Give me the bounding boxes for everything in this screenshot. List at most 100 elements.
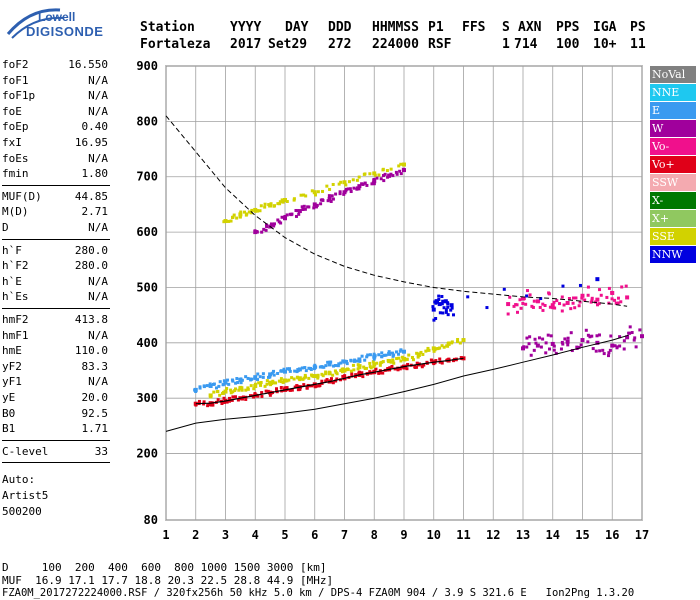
echo-point — [269, 222, 273, 226]
echo-point — [363, 358, 367, 362]
echo-point — [624, 284, 628, 288]
data-point — [446, 341, 451, 346]
header-value-1: 2017 — [230, 37, 262, 52]
echo-point — [290, 388, 294, 392]
echo-point — [578, 300, 582, 304]
data-point — [253, 375, 258, 380]
param-value: N/A — [88, 151, 108, 165]
echo-point — [220, 402, 224, 406]
param-row: foF2 16.550 — [2, 58, 108, 72]
data-point — [342, 190, 347, 195]
legend-item-vo: Vo- — [650, 138, 696, 155]
header-label-6: FFS — [462, 20, 486, 35]
param-row: h`Es N/A — [2, 290, 108, 304]
echo-point — [528, 335, 532, 339]
data-point — [253, 230, 258, 235]
param-value: N/A — [88, 89, 108, 103]
param-value: N/A — [88, 73, 108, 87]
echo-point — [614, 301, 618, 305]
x-tick-label: 9 — [400, 528, 407, 542]
data-point — [372, 171, 377, 176]
echo-point — [616, 296, 620, 300]
echo-point — [331, 182, 335, 186]
echo-point — [263, 384, 267, 388]
echo-point — [236, 380, 240, 384]
echo-point — [294, 208, 298, 212]
x-tick-label: 4 — [252, 528, 259, 542]
header-label-0: Station — [140, 20, 195, 35]
echo-point — [590, 298, 594, 302]
data-point — [357, 357, 362, 362]
echo-point — [320, 379, 324, 383]
echo-point — [398, 169, 402, 173]
echo-point — [238, 215, 242, 219]
x-tick-label: 15 — [575, 528, 589, 542]
echo-point — [346, 368, 350, 372]
auto-scaling-line1: Auto: — [2, 473, 36, 487]
echo-point — [382, 353, 386, 357]
echo-point — [554, 351, 558, 355]
echo-point — [277, 379, 281, 383]
echo-point — [255, 209, 259, 213]
echo-point — [434, 359, 438, 363]
echo-point — [437, 297, 441, 301]
x-tick-label: 17 — [635, 528, 649, 542]
echo-point — [610, 297, 614, 301]
echo-point — [597, 333, 601, 337]
param-row: hmE 110.0 — [2, 344, 108, 358]
echo-point — [202, 385, 206, 389]
echo-point — [247, 210, 251, 214]
param-name: MUF(D) — [2, 189, 42, 203]
echo-point — [259, 204, 263, 208]
echo-point — [391, 359, 395, 363]
data-point — [402, 162, 406, 167]
echo-point — [208, 382, 212, 386]
echo-point — [249, 384, 253, 388]
echo-point — [271, 379, 275, 383]
echo-point — [234, 381, 238, 385]
echo-point — [515, 303, 519, 307]
echo-point — [446, 302, 450, 306]
echo-point — [313, 193, 317, 197]
x-tick-label: 13 — [516, 528, 530, 542]
data-point — [283, 369, 287, 374]
echo-point — [444, 310, 448, 314]
param-value: 33 — [94, 444, 108, 458]
echo-point — [399, 172, 403, 176]
echo-point — [546, 333, 550, 337]
param-name: hmE — [2, 344, 22, 358]
echo-point — [594, 300, 598, 304]
echo-point — [258, 209, 262, 213]
echo-point — [434, 301, 438, 305]
echo-point — [543, 303, 547, 307]
echo-point — [619, 300, 623, 304]
data-point — [387, 359, 392, 364]
echo-point — [589, 300, 593, 304]
echo-point — [221, 390, 225, 394]
echo-point — [227, 219, 231, 223]
echo-point — [334, 379, 338, 383]
echo-point — [548, 347, 552, 351]
echo-point — [413, 365, 417, 369]
echo-point — [339, 361, 343, 365]
echo-point — [442, 345, 446, 349]
echo-point — [295, 375, 299, 379]
echo-point — [525, 336, 529, 340]
echo-point — [276, 218, 280, 222]
data-point — [387, 351, 392, 356]
legend-item-vo: Vo+ — [650, 156, 696, 173]
data-point — [357, 184, 362, 189]
param-name: h`F — [2, 243, 22, 257]
echo-point — [274, 381, 278, 385]
data-point — [253, 207, 258, 212]
param-row: fxI 16.95 — [2, 136, 108, 150]
data-point — [610, 291, 615, 295]
echo-point — [248, 394, 252, 398]
echo-point — [268, 375, 272, 379]
param-name: h`E — [2, 274, 22, 288]
param-value: 16.550 — [68, 58, 108, 71]
echo-point — [250, 377, 254, 381]
echo-point — [314, 205, 318, 209]
echo-point — [466, 295, 470, 299]
echo-point — [591, 347, 595, 351]
